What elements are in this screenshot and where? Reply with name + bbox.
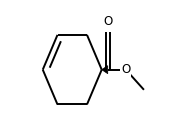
Text: O: O [103, 15, 112, 28]
Text: O: O [121, 63, 130, 76]
Polygon shape [102, 66, 108, 74]
